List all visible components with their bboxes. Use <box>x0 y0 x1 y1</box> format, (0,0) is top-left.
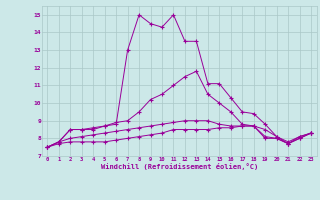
X-axis label: Windchill (Refroidissement éolien,°C): Windchill (Refroidissement éolien,°C) <box>100 163 258 170</box>
